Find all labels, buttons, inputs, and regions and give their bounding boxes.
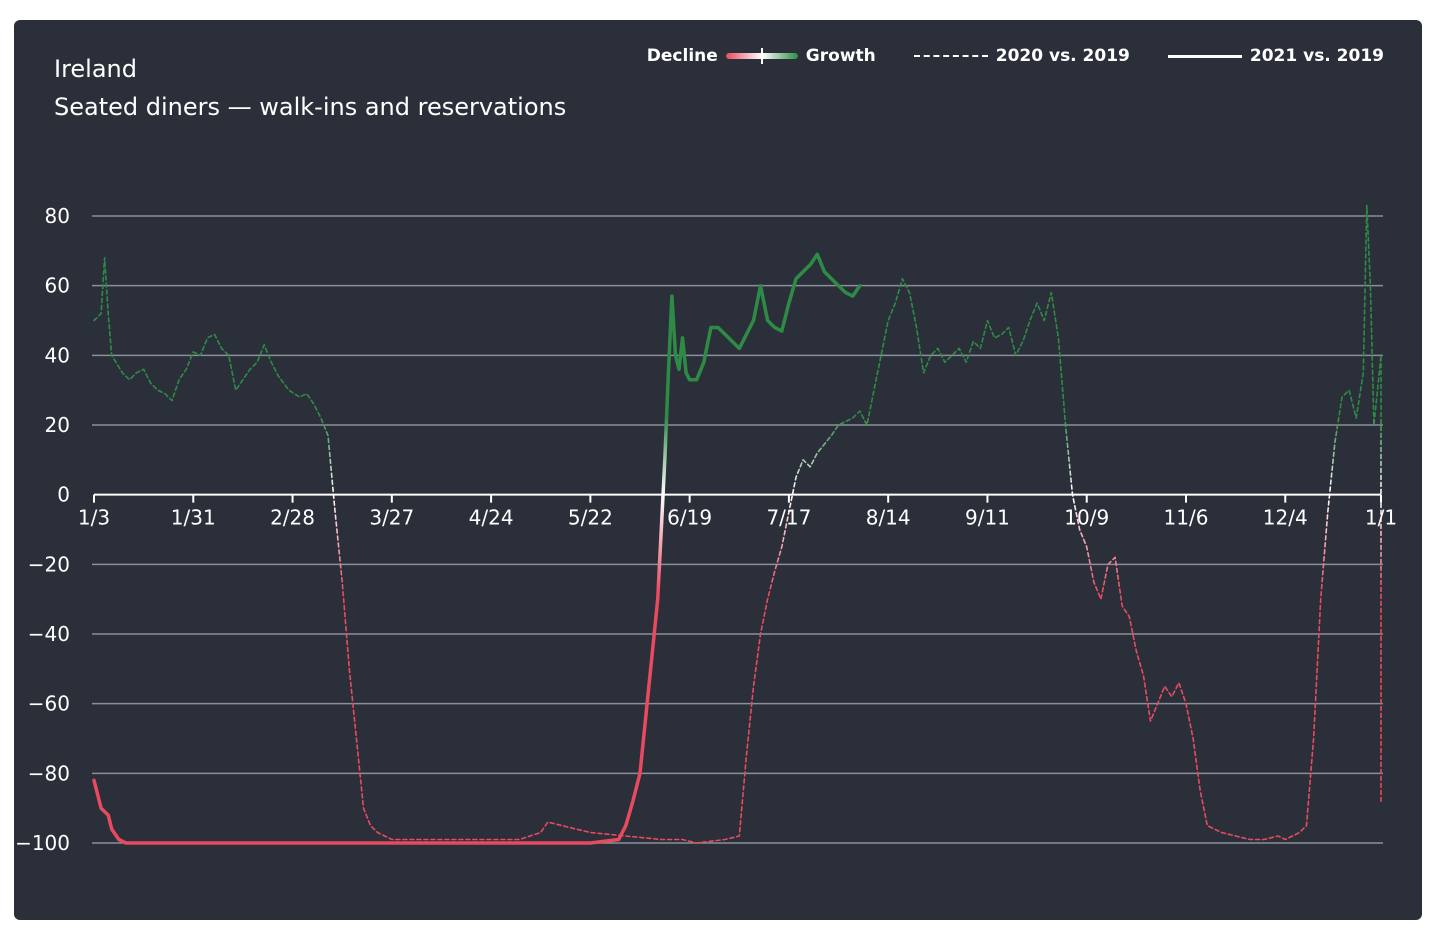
x-tick-label: 5/22: [568, 506, 613, 530]
x-tick-label: 2/28: [270, 506, 315, 530]
legend-decline-label: Decline: [646, 46, 718, 66]
chart-subtitle: Seated diners — walk-ins and reservation…: [54, 93, 567, 121]
y-tick-label: 60: [45, 274, 70, 298]
chart-legend: Decline Growth 2020 vs. 2019 2021 vs. 20…: [647, 46, 1384, 66]
y-tick-label: 20: [45, 413, 70, 437]
legend-solid-swatch: [1167, 54, 1242, 58]
legend-2020-label: 2020 vs. 2019: [995, 46, 1130, 66]
x-tick-label: 6/19: [667, 506, 712, 530]
x-tick-label: 11/6: [1164, 506, 1209, 530]
chart-title: Ireland: [54, 55, 138, 83]
legend-growth-label: Growth: [805, 46, 876, 66]
y-tick-label: −80: [28, 761, 70, 785]
x-tick-label: 8/14: [866, 506, 911, 530]
x-tick-label: 9/11: [965, 506, 1010, 530]
x-tick-label: 10/9: [1064, 506, 1109, 530]
series-2021-line: [92, 252, 862, 845]
x-tick-label: 12/4: [1263, 506, 1308, 530]
legend-dashed-swatch: [913, 55, 988, 57]
y-tick-label: 40: [45, 343, 70, 367]
chart-card: Ireland Seated diners — walk-ins and res…: [14, 20, 1422, 920]
x-tick-label: 4/24: [469, 506, 514, 530]
legend-gradient-swatch: [725, 48, 798, 64]
y-tick-label: −100: [15, 831, 70, 855]
x-tick-label: 7/17: [766, 506, 811, 530]
x-tick-label: 1/1: [1365, 506, 1397, 530]
series-2020-line: [93, 204, 1382, 844]
y-tick-label: 80: [45, 204, 70, 228]
x-tick-label: 1/3: [78, 506, 110, 530]
legend-2021-label: 2021 vs. 2019: [1249, 46, 1384, 66]
y-tick-label: −40: [28, 622, 70, 646]
y-tick-label: 0: [57, 483, 70, 507]
x-tick-label: 1/31: [171, 506, 216, 530]
x-tick-label: 3/27: [369, 506, 414, 530]
y-tick-label: −20: [28, 552, 70, 576]
y-tick-label: −60: [28, 692, 70, 716]
